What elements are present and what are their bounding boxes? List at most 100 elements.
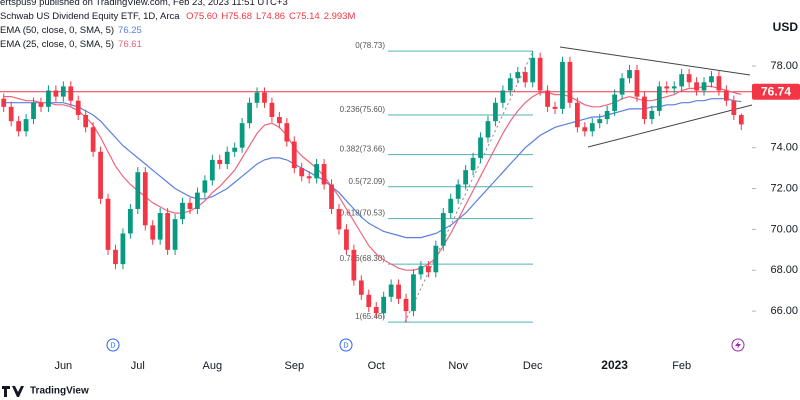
candle-body (656, 86, 662, 111)
logo (2, 386, 24, 397)
candle-body (336, 208, 342, 230)
ohlc: C75.14 (289, 11, 320, 22)
candle-body (306, 176, 312, 179)
candle-body (239, 123, 245, 148)
candle-body (552, 106, 558, 109)
currency: USD (773, 20, 799, 34)
y-tick-label: 70.00 (770, 223, 798, 235)
candle-body (545, 90, 550, 107)
price-label-box (752, 83, 800, 100)
candle-body (366, 294, 372, 308)
candle-body (269, 102, 275, 118)
candle-body (649, 110, 655, 120)
candle-body (664, 86, 670, 89)
fib-label: 0.618(70.53) (340, 209, 386, 218)
candle-body (634, 70, 640, 97)
candle-body (209, 159, 215, 181)
candle-body (150, 225, 156, 240)
candle-body (68, 86, 74, 101)
candle-body (38, 102, 44, 107)
candle-body (463, 170, 469, 185)
candle-body (530, 57, 536, 83)
candle-body (31, 102, 36, 120)
candle-body (567, 61, 573, 103)
candle-body (701, 82, 707, 91)
candle-body (1, 98, 7, 107)
symbol-title: Schwab US Dividend Equity ETF, 1D, Arca (0, 11, 180, 22)
candle-body (135, 172, 141, 209)
candle-body (604, 110, 610, 120)
candle-body (411, 274, 416, 312)
legend-value: 76.25 (118, 25, 142, 36)
x-tick-label: Jun (54, 360, 72, 372)
candle-body (8, 106, 14, 122)
candle-body (560, 61, 565, 109)
ohlc: L74.86 (255, 11, 286, 22)
publisher: ertspus9 published on TradingView.com, F… (0, 0, 288, 8)
candle-body (113, 249, 118, 265)
legend-value: 76.61 (118, 39, 142, 50)
y-tick-label: 78.00 (770, 60, 798, 72)
candle-body (16, 121, 22, 132)
candle-body (515, 72, 521, 79)
candle-body (299, 168, 305, 177)
event-marker[interactable]: D (110, 342, 115, 349)
candle-body (276, 117, 282, 124)
y-tick-label: 72.00 (770, 182, 798, 194)
event-icon[interactable] (339, 338, 353, 352)
ema-line (3, 85, 742, 271)
volume: 2.993M (323, 11, 356, 22)
candle-body (180, 202, 185, 220)
candle-body (589, 123, 595, 132)
fib-label: 0(78.73) (355, 41, 385, 50)
candle-body (537, 57, 543, 91)
candle-body (284, 123, 290, 142)
candle-body (642, 96, 647, 120)
candle-body (597, 119, 603, 124)
fib-label: 0.382(73.66) (340, 145, 386, 154)
x-tick-label: Feb (672, 360, 691, 372)
x-tick-label: Jul (131, 360, 145, 372)
candle-body (172, 219, 178, 250)
candle-body (418, 266, 424, 275)
candle-body (723, 90, 729, 101)
candle-body (493, 102, 498, 122)
x-tick-label: 2023 (601, 358, 628, 372)
candle-body (262, 92, 267, 103)
candle-body (425, 266, 431, 273)
candle-body (53, 90, 59, 97)
candle-body (478, 137, 483, 158)
candle-body (105, 198, 111, 250)
candle-body (232, 147, 238, 152)
footer: TradingView (30, 386, 89, 397)
candle-body (90, 127, 96, 152)
candle-body (23, 119, 29, 132)
x-tick-label: Sep (284, 360, 304, 372)
candle-body (314, 164, 320, 179)
candle-body (627, 70, 632, 79)
candle-body (224, 151, 230, 165)
trendline-lower (587, 104, 753, 148)
event-marker[interactable]: D (343, 342, 348, 349)
fib-label: 0.5(72.09) (349, 177, 386, 186)
candle-body (46, 90, 51, 107)
fib-label: 0.786(68.30) (340, 254, 386, 263)
y-tick-label: 74.00 (770, 142, 798, 154)
price-label: 76.74 (761, 84, 791, 98)
candle-body (388, 284, 394, 297)
event-icon[interactable] (106, 338, 120, 352)
candle-body (582, 127, 588, 132)
candle-body (433, 245, 439, 273)
candle-body (500, 90, 506, 103)
legend-entry: EMA (25, close, 0, SMA, 5) (0, 39, 115, 50)
legend-row: EMA (25, close, 0, SMA, 5) 76.61 (0, 39, 146, 50)
candle-body (507, 78, 513, 91)
candle-body (709, 76, 714, 83)
candle-body (373, 307, 379, 314)
candle-body (686, 74, 692, 83)
candle-body (738, 115, 744, 125)
candle-body (187, 202, 193, 209)
candle-body (716, 76, 722, 91)
fib-label: 0.236(75.60) (340, 105, 386, 114)
